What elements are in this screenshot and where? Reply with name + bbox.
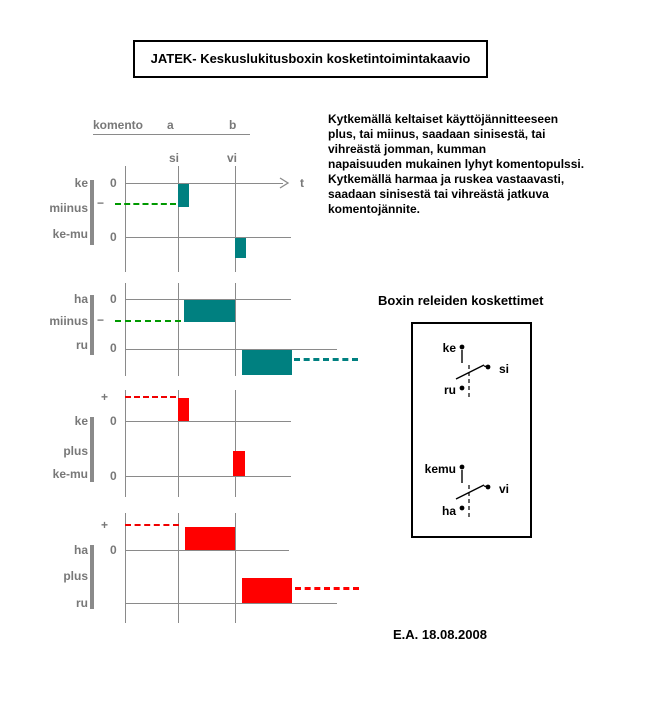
- g4-zero-top: 0: [110, 543, 117, 557]
- relay2-nc-label: ha: [441, 504, 456, 518]
- g4-ha-level-bar: [185, 527, 235, 550]
- relay2-no-label: vi: [499, 482, 510, 496]
- header-underline: [93, 134, 250, 135]
- g1-zero-bottom: 0: [110, 230, 117, 244]
- contact-dot-vi: [485, 484, 491, 490]
- g4-plus-level-dash: [125, 524, 179, 526]
- column-a-label: a: [167, 118, 174, 132]
- g3-gridline-si: [178, 390, 179, 497]
- g2-row-ru-label: ru: [76, 338, 88, 352]
- g4-row-plus-label: plus: [63, 569, 88, 583]
- g4-gridline-si: [178, 513, 179, 623]
- t-axis-arrowhead-icon: [279, 177, 290, 189]
- si-column-label: si: [169, 151, 180, 165]
- g4-ru-level-bar: [242, 578, 292, 603]
- g2-gridline-vi: [235, 283, 236, 376]
- g3-kemu-pulse-bar: [233, 451, 245, 476]
- g2-bracket: [90, 295, 94, 355]
- relay-contact-box: ke si ru kemu vi ha: [411, 322, 532, 538]
- g1-gridline-left: [125, 166, 126, 272]
- g1-miinus-level-dash: [115, 203, 176, 205]
- g2-miinus-level-dash: [115, 320, 181, 322]
- g3-bracket: [90, 417, 94, 482]
- relay1-common-label: ke: [442, 341, 456, 355]
- g2-row-ha-label: ha: [73, 292, 88, 306]
- g3-plus-marker: +: [101, 390, 109, 404]
- g3-zero-top: 0: [110, 414, 117, 428]
- g1-zero-top: 0: [110, 176, 117, 190]
- description-paragraph: Kytkemällä keltaiset käyttöjännitteeseen…: [328, 112, 585, 216]
- relay1-no-label: si: [499, 362, 510, 376]
- relay2-common-label: kemu: [424, 462, 456, 476]
- g3-kemu-zero-line: [125, 476, 291, 477]
- g2-row-miinus-label: miinus: [49, 314, 88, 328]
- g4-ru-continuation-dash: [295, 587, 359, 590]
- g4-row-ru-label: ru: [76, 596, 88, 610]
- g1-ke-pulse-bar: [178, 184, 189, 207]
- g1-row-kemu-label: ke-mu: [52, 227, 88, 241]
- g2-zero-bottom: 0: [110, 341, 117, 355]
- g4-plus-marker: +: [101, 518, 109, 532]
- g1-row-miinus-label: miinus: [49, 201, 88, 215]
- relay-section-heading: Boxin releiden koskettimet: [378, 293, 544, 308]
- relay-contact-schematic-icon: [455, 344, 491, 518]
- g4-ru-baseline: [125, 603, 337, 604]
- g3-zero-bottom: 0: [110, 469, 117, 483]
- komento-label: komento: [93, 118, 144, 132]
- g1-gridline-si: [178, 166, 179, 272]
- contact-arm-lower: [455, 484, 485, 500]
- footer-date: E.A. 18.08.2008: [393, 627, 487, 642]
- g2-ru-level-bar: [242, 350, 292, 375]
- g2-gridline-left: [125, 283, 126, 376]
- relay1-nc-label: ru: [444, 383, 456, 397]
- contact-arm-upper: [455, 364, 485, 380]
- g3-row-ke-label: ke: [74, 414, 88, 428]
- g2-minus-marker: −: [97, 313, 105, 327]
- t-axis-label: t: [300, 176, 304, 190]
- g2-zero-top: 0: [110, 292, 117, 306]
- g1-row-ke-label: ke: [74, 176, 88, 190]
- g2-ha-zero-line: [125, 299, 291, 300]
- g3-ke-pulse-bar: [178, 398, 189, 421]
- g3-plus-level-dash: [125, 396, 176, 398]
- contact-dot-ru: [459, 385, 465, 391]
- g1-kemu-zero-line: [125, 237, 291, 238]
- g1-minus-marker: −: [97, 196, 105, 210]
- g4-ha-zero-line: [125, 550, 289, 551]
- contact-dot-si: [485, 364, 491, 370]
- vi-column-label: vi: [227, 151, 238, 165]
- contact-dot-kemu: [459, 464, 465, 470]
- contact-dot-ha: [459, 505, 465, 511]
- contact-dot-ke: [459, 344, 465, 350]
- g3-row-kemu-label: ke-mu: [52, 467, 88, 481]
- g4-gridline-left: [125, 513, 126, 623]
- page-title: JATEK- Keskuslukitusboxin kosketintoimin…: [150, 51, 471, 66]
- g4-bracket: [90, 545, 94, 609]
- g2-ha-level-bar: [184, 300, 235, 322]
- g4-gridline-vi: [235, 513, 236, 623]
- g2-gridline-si: [178, 283, 179, 376]
- g3-ke-zero-line: [125, 421, 291, 422]
- g1-bracket: [90, 180, 94, 245]
- g1-gridline-vi: [235, 166, 236, 272]
- g3-gridline-left: [125, 390, 126, 497]
- column-b-label: b: [229, 118, 237, 132]
- g3-gridline-vi: [235, 390, 236, 497]
- g2-ru-zero-line: [125, 349, 337, 350]
- g2-ru-continuation-dash: [294, 358, 358, 361]
- g4-row-ha-label: ha: [73, 543, 88, 557]
- g1-ke-zero-line: [125, 183, 283, 184]
- g3-row-plus-label: plus: [63, 444, 88, 458]
- g1-kemu-pulse-bar: [235, 238, 246, 258]
- title-box: JATEK- Keskuslukitusboxin kosketintoimin…: [133, 40, 488, 78]
